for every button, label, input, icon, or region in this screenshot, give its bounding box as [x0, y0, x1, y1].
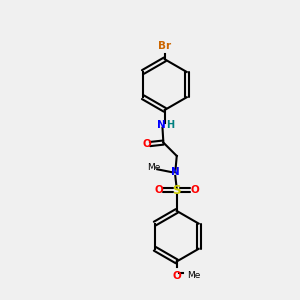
Text: Br: Br	[158, 41, 171, 51]
Text: N: N	[157, 120, 166, 130]
Text: O: O	[190, 185, 199, 195]
Text: Me: Me	[147, 163, 161, 172]
Text: S: S	[172, 184, 181, 196]
Text: O: O	[142, 139, 151, 149]
Text: O: O	[172, 271, 181, 281]
Text: O: O	[154, 185, 163, 195]
Text: H: H	[166, 120, 174, 130]
Text: N: N	[171, 167, 180, 177]
Text: Me: Me	[187, 271, 200, 280]
